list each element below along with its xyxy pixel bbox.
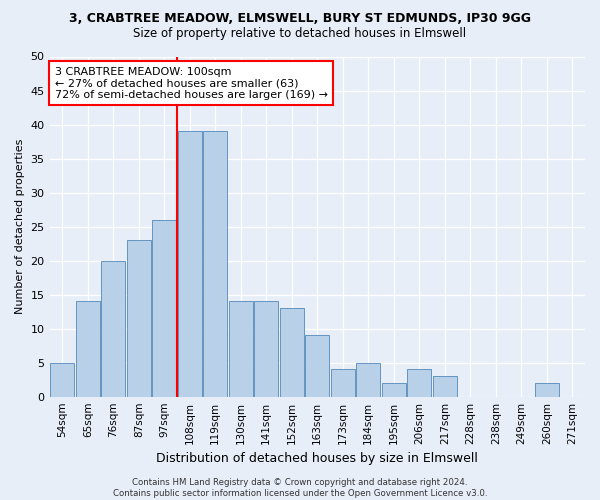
Bar — [127, 240, 151, 396]
Text: Size of property relative to detached houses in Elmswell: Size of property relative to detached ho… — [133, 28, 467, 40]
Bar — [535, 383, 559, 396]
X-axis label: Distribution of detached houses by size in Elmswell: Distribution of detached houses by size … — [157, 452, 478, 465]
Bar — [433, 376, 457, 396]
Text: 3, CRABTREE MEADOW, ELMSWELL, BURY ST EDMUNDS, IP30 9GG: 3, CRABTREE MEADOW, ELMSWELL, BURY ST ED… — [69, 12, 531, 26]
Bar — [203, 132, 227, 396]
Text: Contains HM Land Registry data © Crown copyright and database right 2024.
Contai: Contains HM Land Registry data © Crown c… — [113, 478, 487, 498]
Bar — [50, 362, 74, 396]
Y-axis label: Number of detached properties: Number of detached properties — [15, 139, 25, 314]
Bar — [178, 132, 202, 396]
Bar — [305, 336, 329, 396]
Bar — [280, 308, 304, 396]
Bar — [76, 302, 100, 396]
Bar — [254, 302, 278, 396]
Bar — [382, 383, 406, 396]
Bar — [229, 302, 253, 396]
Text: 3 CRABTREE MEADOW: 100sqm
← 27% of detached houses are smaller (63)
72% of semi-: 3 CRABTREE MEADOW: 100sqm ← 27% of detac… — [55, 66, 328, 100]
Bar — [152, 220, 176, 396]
Bar — [407, 370, 431, 396]
Bar — [101, 260, 125, 396]
Bar — [356, 362, 380, 396]
Bar — [331, 370, 355, 396]
